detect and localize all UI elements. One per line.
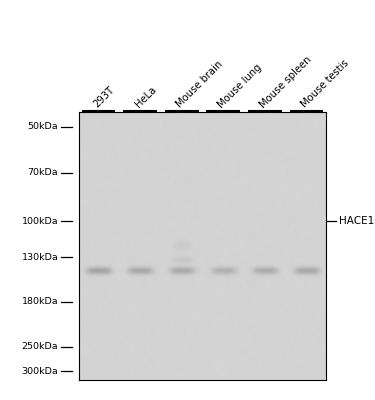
Text: 300kDa: 300kDa xyxy=(21,367,58,376)
Text: Mouse brain: Mouse brain xyxy=(175,59,225,110)
Text: 50kDa: 50kDa xyxy=(28,122,58,131)
Text: HACE1: HACE1 xyxy=(339,216,374,226)
Text: Mouse lung: Mouse lung xyxy=(216,62,264,110)
Text: HeLa: HeLa xyxy=(133,85,158,110)
Text: Mouse testis: Mouse testis xyxy=(299,58,351,110)
Text: 293T: 293T xyxy=(92,85,116,110)
Text: 130kDa: 130kDa xyxy=(21,253,58,262)
Text: Mouse spleen: Mouse spleen xyxy=(258,54,313,110)
Text: 100kDa: 100kDa xyxy=(22,217,58,226)
Text: 70kDa: 70kDa xyxy=(28,168,58,178)
Text: 180kDa: 180kDa xyxy=(22,297,58,306)
Text: 250kDa: 250kDa xyxy=(22,342,58,351)
